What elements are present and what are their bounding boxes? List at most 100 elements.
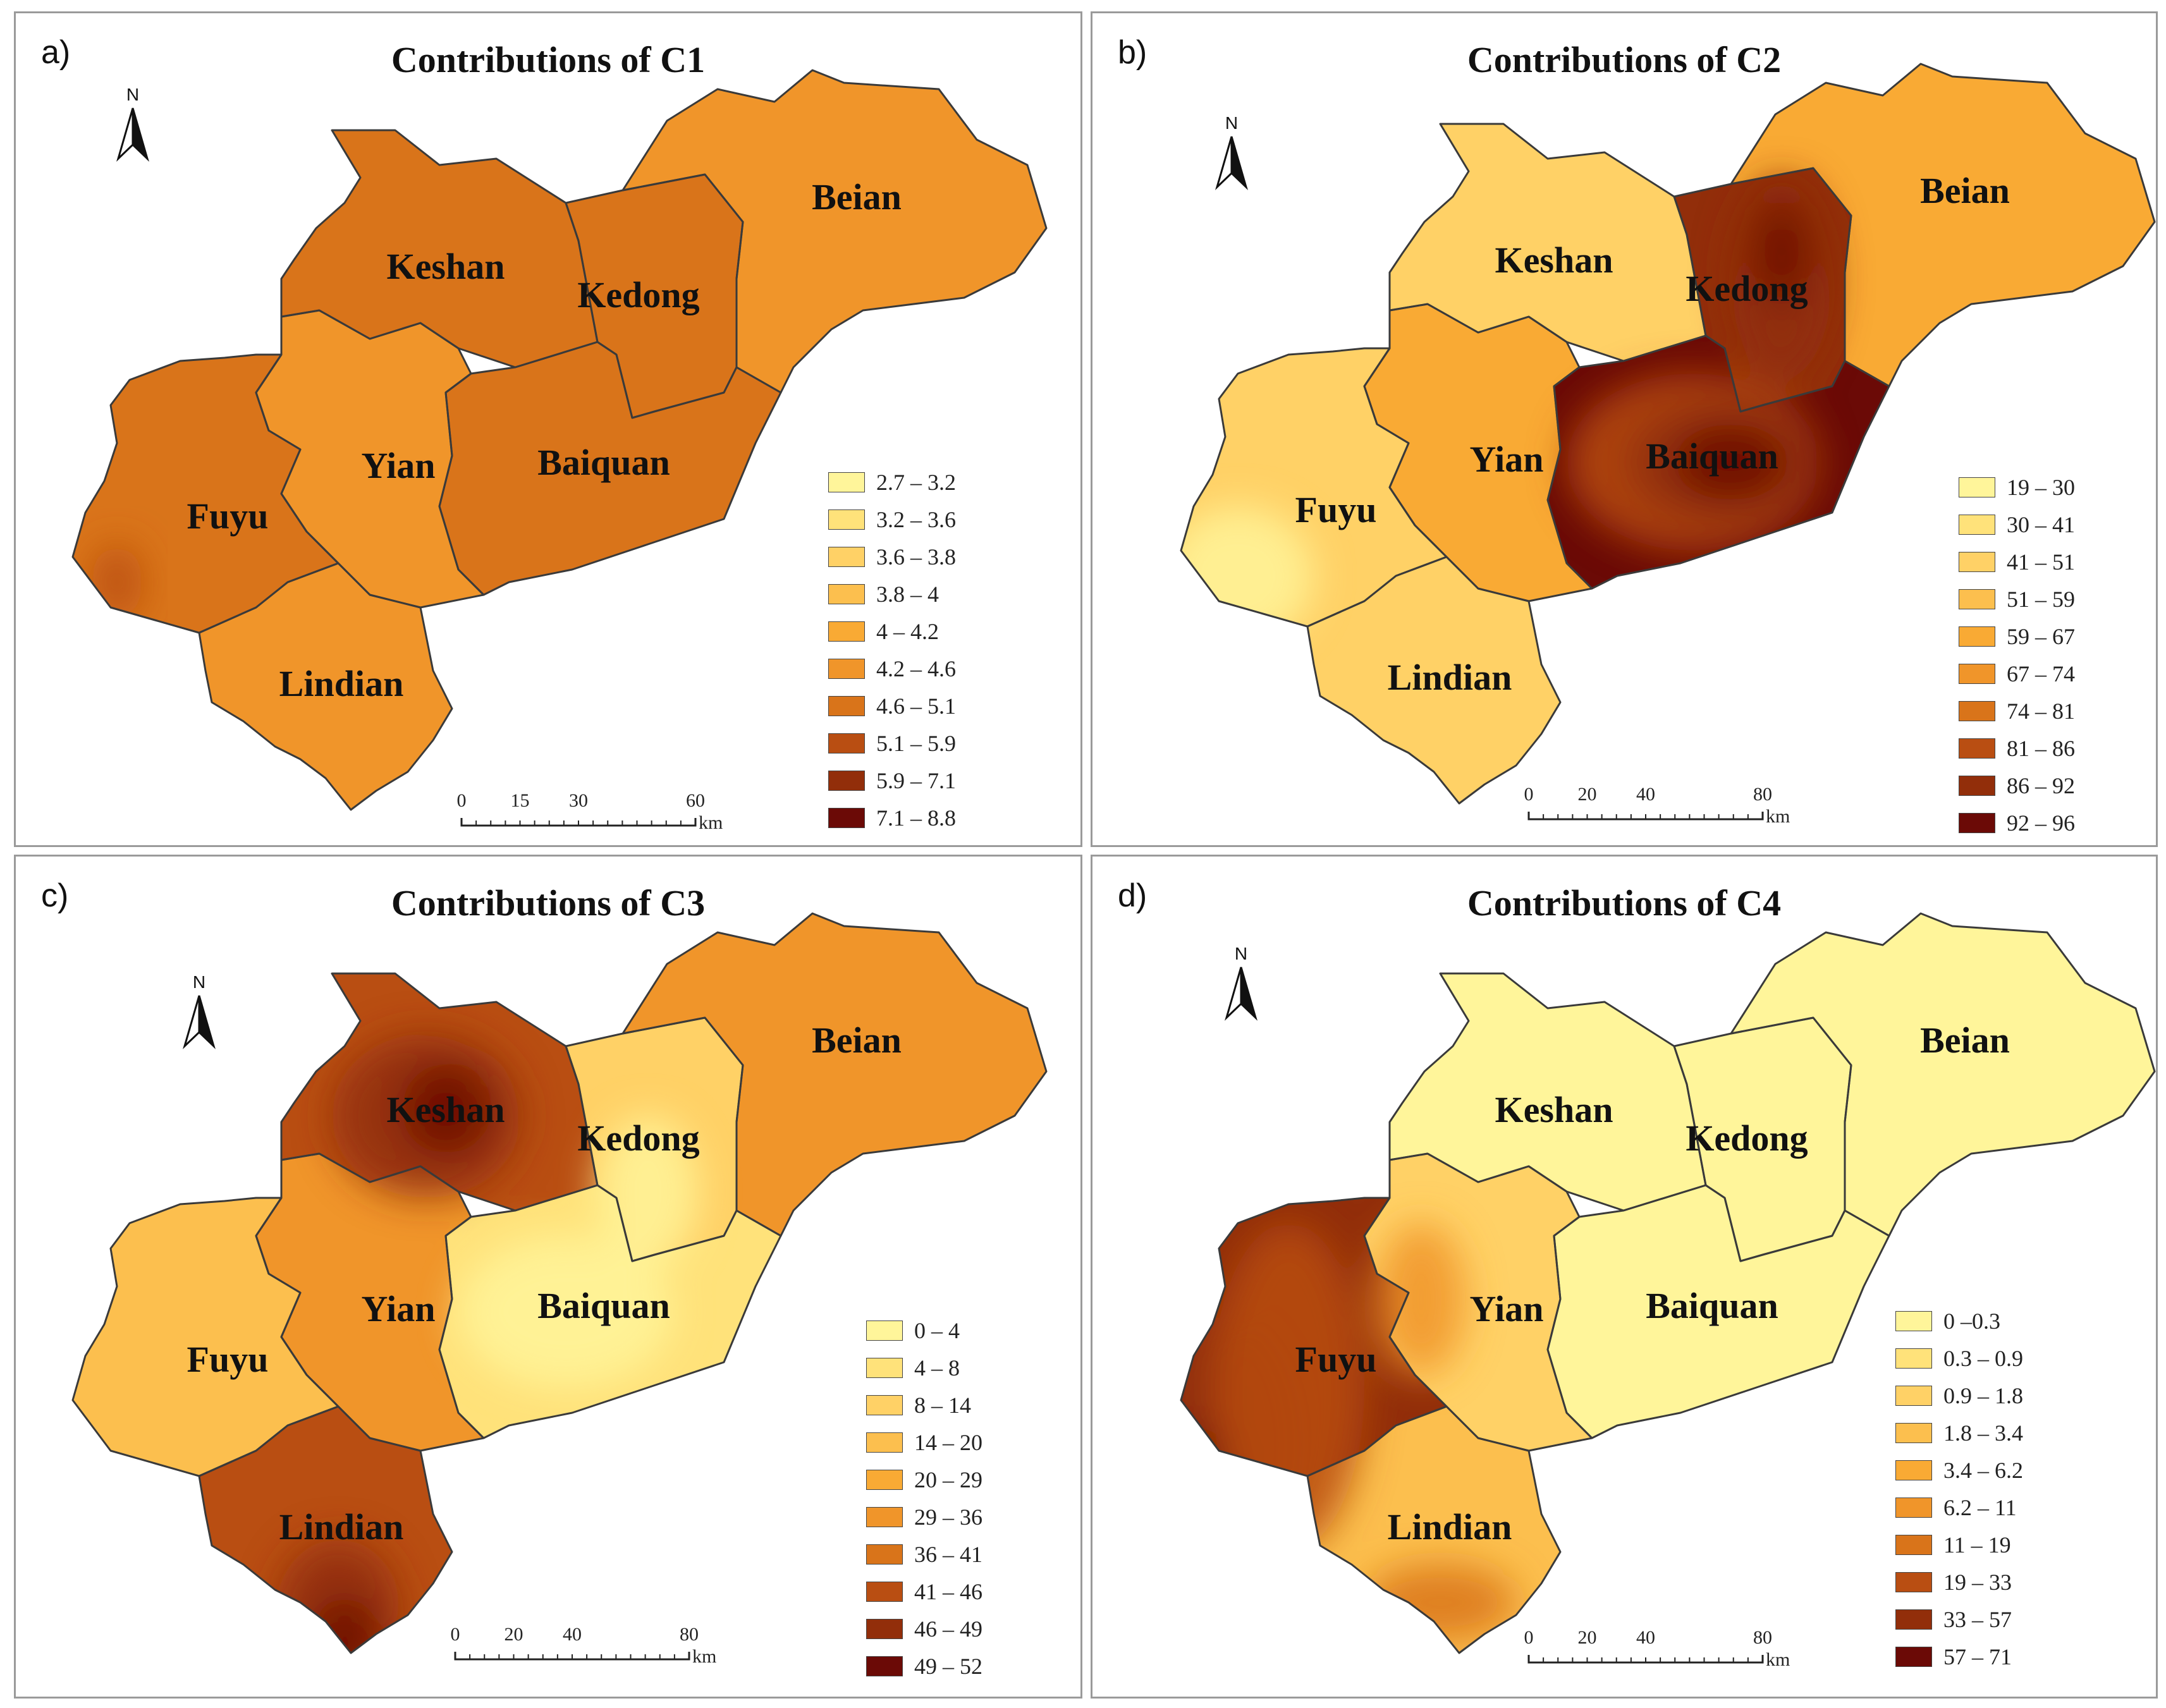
county-label-beian: Beian	[1920, 170, 2010, 211]
county-area-baiquan	[439, 342, 781, 595]
legend-item: 11 – 19	[1895, 1526, 2023, 1563]
county-label-kedong: Kedong	[1686, 268, 1808, 309]
panel-letter: d)	[1118, 877, 1147, 914]
surface-hotspot	[401, 1065, 490, 1154]
legend-item: 4 – 4.2	[828, 613, 956, 650]
legend-label: 3.6 – 3.8	[876, 544, 956, 570]
legend-swatch	[828, 472, 865, 492]
legend-item: 41 – 46	[866, 1573, 982, 1610]
scale-tick-label: 80	[1753, 784, 1772, 805]
legend-swatch	[1959, 738, 1995, 759]
panel-letter: c)	[41, 877, 69, 914]
county-label-lindian: Lindian	[279, 663, 404, 704]
map-panel-b: Keshan Kedong Beian Fuyu Yian Baiquan Lindian …	[1091, 11, 2158, 847]
county-border-lindian	[198, 562, 453, 811]
legend-item: 30 – 41	[1959, 506, 2075, 543]
legend-label: 67 – 74	[2007, 661, 2075, 686]
legend-item: 74 – 81	[1959, 692, 2075, 729]
legend-label: 4 – 8	[914, 1355, 960, 1381]
county-area-beian	[1731, 913, 2155, 1236]
legend-swatch	[1895, 1422, 1932, 1443]
legend: 2.7 – 3.2 3.2 – 3.6 3.6 – 3.8 3.8 – 4 4 – 4.…	[828, 463, 956, 836]
legend-label: 19 – 33	[1943, 1569, 2012, 1595]
county-border-lindian	[1306, 1405, 1562, 1654]
legend-swatch	[828, 770, 865, 791]
north-label: N	[1235, 944, 1247, 963]
county-border-lindian	[1306, 556, 1562, 805]
legend-label: 51 – 59	[2007, 586, 2075, 612]
county-label-beian: Beian	[812, 176, 902, 217]
legend-swatch	[828, 807, 865, 828]
legend-item: 8 – 14	[866, 1386, 982, 1424]
county-label-baiquan: Baiquan	[537, 1285, 670, 1326]
legend-swatch	[828, 546, 865, 567]
legend-label: 8 – 14	[914, 1392, 971, 1418]
county-label-kedong: Kedong	[577, 1118, 699, 1159]
legend-item: 19 – 33	[1895, 1563, 2023, 1601]
county-area-yian	[256, 1154, 484, 1451]
county-label-keshan: Keshan	[387, 1089, 505, 1130]
legend-item: 3.8 – 4	[828, 575, 956, 613]
scale-tick-label: 40	[563, 1624, 582, 1645]
scale-bar: 0 20 40 80 km	[449, 1615, 727, 1669]
legend-item: 33 – 57	[1895, 1601, 2023, 1638]
scale-tick-label: 0	[457, 790, 467, 811]
legend-swatch	[1895, 1571, 1932, 1592]
scale-tick-label: 40	[1636, 784, 1655, 805]
legend-label: 3.4 – 6.2	[1943, 1457, 2023, 1483]
surface-hotspot	[1756, 203, 1807, 304]
north-label: N	[126, 85, 139, 104]
legend-label: 59 – 67	[2007, 623, 2075, 649]
surface-hotspot	[597, 1116, 699, 1267]
legend-label: 0 –0.3	[1943, 1308, 2000, 1334]
legend-label: 92 – 96	[2007, 810, 2075, 836]
legend-item: 0 – 4	[866, 1312, 982, 1349]
legend-swatch	[866, 1394, 903, 1415]
county-label-baiquan: Baiquan	[1646, 1285, 1778, 1326]
legend-item: 86 – 92	[1959, 767, 2075, 804]
county-area-beian	[623, 913, 1046, 1236]
legend-label: 5.1 – 5.9	[876, 730, 956, 756]
legend-swatch	[1895, 1609, 1932, 1630]
county-label-keshan: Keshan	[387, 246, 505, 287]
county-area-lindian	[1307, 557, 1560, 803]
county-area-beian	[623, 70, 1046, 393]
county-label-yian: Yian	[361, 445, 435, 486]
legend-swatch	[828, 509, 865, 530]
county-label-lindian: Lindian	[1388, 1506, 1512, 1547]
county-label-lindian: Lindian	[1388, 657, 1512, 698]
legend-label: 46 – 49	[914, 1616, 982, 1642]
legend-item: 41 – 51	[1959, 543, 2075, 580]
legend-item: 5.1 – 5.9	[828, 724, 956, 762]
legend-label: 0 – 4	[914, 1317, 960, 1343]
scale-tick-label: 30	[569, 790, 588, 811]
north-arrow-icon: N	[111, 83, 155, 174]
legend-label: 29 – 36	[914, 1504, 982, 1530]
legend-item: 2.7 – 3.2	[828, 463, 956, 501]
scale-tick-label: 80	[680, 1624, 699, 1645]
legend-label: 0.9 – 1.8	[1943, 1382, 2023, 1408]
scale-tick-label: 0	[451, 1624, 460, 1645]
legend-swatch	[828, 621, 865, 642]
legend-item: 14 – 20	[866, 1424, 982, 1461]
county-area-fuyu	[73, 1198, 338, 1476]
county-area-fuyu	[73, 355, 338, 633]
legend-item: 51 – 59	[1959, 580, 2075, 618]
legend-label: 0.3 – 0.9	[1943, 1345, 2023, 1371]
map-panel-d: Keshan Kedong Beian Fuyu Yian Baiquan Lindian …	[1091, 855, 2158, 1699]
legend-swatch	[1959, 551, 1995, 572]
legend-label: 49 – 52	[914, 1653, 982, 1679]
north-arrow-icon: N	[1209, 111, 1254, 203]
legend-swatch	[828, 658, 865, 679]
legend-label: 11 – 19	[1943, 1532, 2011, 1558]
legend-label: 14 – 20	[914, 1429, 982, 1455]
surface-hotspot	[458, 1236, 673, 1388]
map-canvas: Keshan Kedong Beian Fuyu Yian Baiquan Lindian	[1180, 63, 2156, 805]
legend-swatch	[866, 1432, 903, 1453]
legend-swatch	[866, 1581, 903, 1602]
scale-unit-label: km	[1766, 806, 1790, 826]
map-panel-a: Keshan Kedong Beian Fuyu Yian Baiquan Lindian …	[14, 11, 1082, 847]
legend-item: 57 – 71	[1895, 1638, 2023, 1675]
legend-label: 1.8 – 3.4	[1943, 1420, 2023, 1446]
legend-item: 5.9 – 7.1	[828, 762, 956, 799]
